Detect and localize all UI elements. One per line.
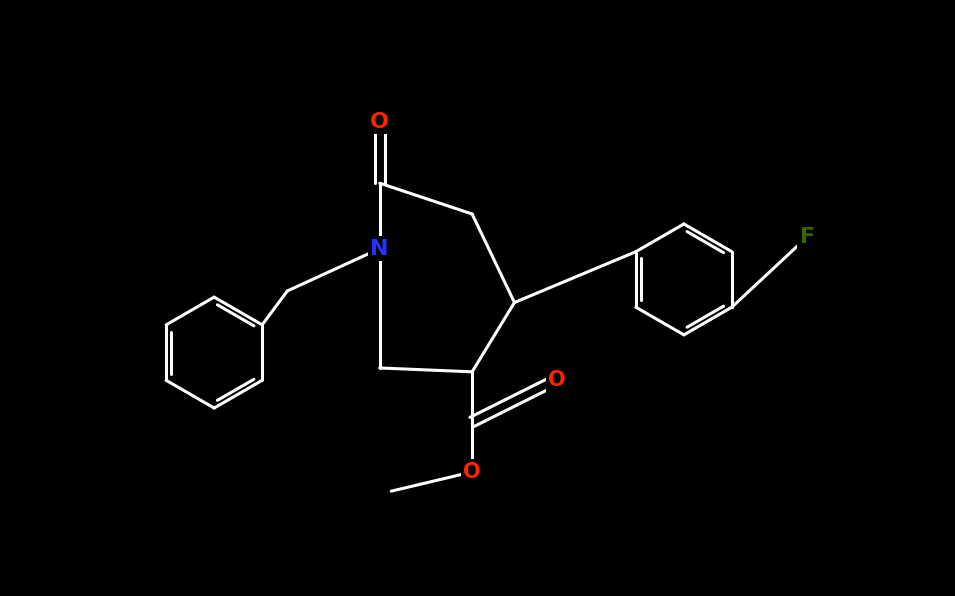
Text: O: O (548, 370, 565, 390)
Text: F: F (799, 227, 815, 247)
Text: N: N (371, 238, 389, 259)
Text: O: O (371, 111, 390, 132)
Text: O: O (463, 462, 481, 482)
